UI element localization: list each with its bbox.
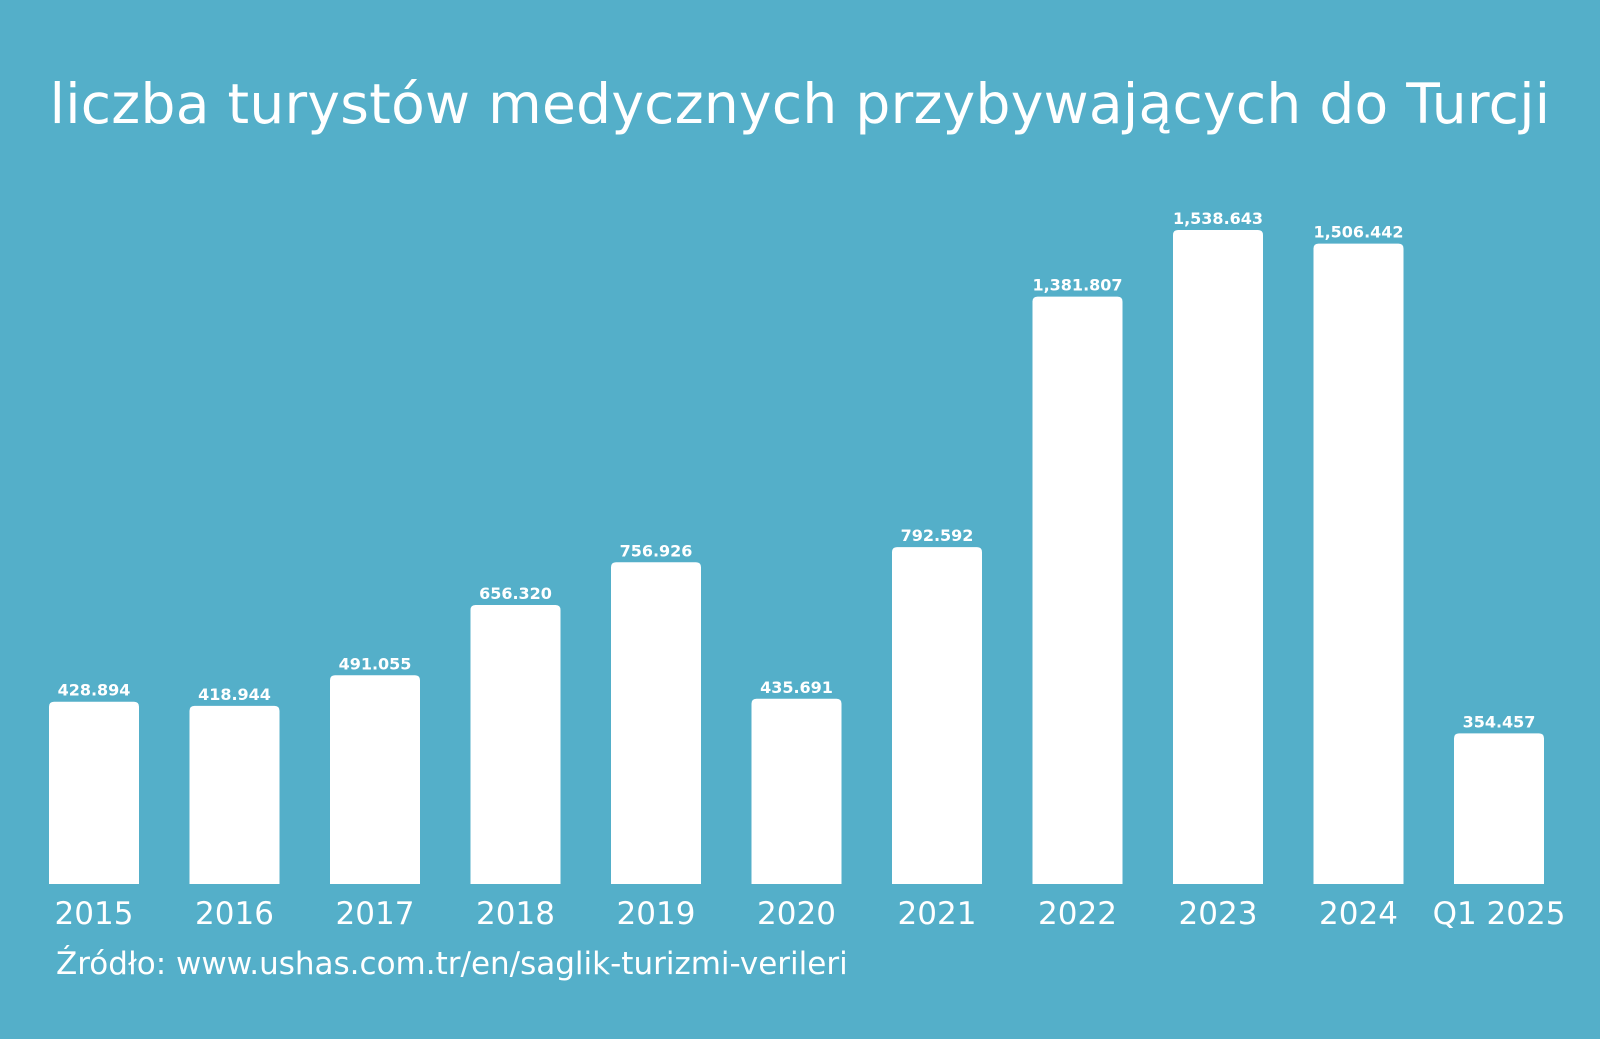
x-tick-label: 2021 <box>898 896 977 932</box>
x-tick-label: 2016 <box>195 896 274 932</box>
x-tick-label: 2019 <box>617 896 696 932</box>
x-tick-label: 2020 <box>757 896 836 932</box>
value-label: 435.691 <box>760 678 833 697</box>
bar-2016 <box>189 705 280 884</box>
value-label: 756.926 <box>620 541 693 560</box>
x-tick-label: 2017 <box>336 896 415 932</box>
value-label: 1,538.643 <box>1173 209 1263 228</box>
value-label: 1,506.442 <box>1313 223 1403 242</box>
source-note: Źródło: www.ushas.com.tr/en/saglik-turiz… <box>56 946 848 982</box>
bar-2017 <box>330 675 420 884</box>
bar-2015 <box>49 701 139 884</box>
value-label: 418.944 <box>198 685 271 704</box>
bar-2018 <box>470 605 561 884</box>
bar-2022 <box>1032 296 1123 885</box>
bar-2020 <box>751 698 842 884</box>
bar-2024 <box>1313 243 1404 885</box>
x-tick-label: 2023 <box>1179 896 1258 932</box>
value-label: 792.592 <box>901 526 974 545</box>
x-tick-label: 2018 <box>476 896 555 932</box>
x-tick-label: 2015 <box>55 896 134 932</box>
bar-2019 <box>611 562 701 884</box>
x-tick-label: 2022 <box>1038 896 1117 932</box>
value-label: 656.320 <box>479 584 552 603</box>
bar-q1-2025 <box>1454 733 1544 884</box>
bar-2023 <box>1173 230 1263 884</box>
x-tick-label: 2024 <box>1319 896 1398 932</box>
value-label: 354.457 <box>1463 712 1536 731</box>
value-label: 428.894 <box>58 681 131 700</box>
chart-title: liczba turystów medycznych przybywającyc… <box>49 72 1551 136</box>
value-label: 1,381.807 <box>1032 276 1122 295</box>
value-label: 491.055 <box>339 654 412 673</box>
bar-2021 <box>892 547 982 884</box>
x-tick-label: Q1 2025 <box>1433 896 1566 932</box>
